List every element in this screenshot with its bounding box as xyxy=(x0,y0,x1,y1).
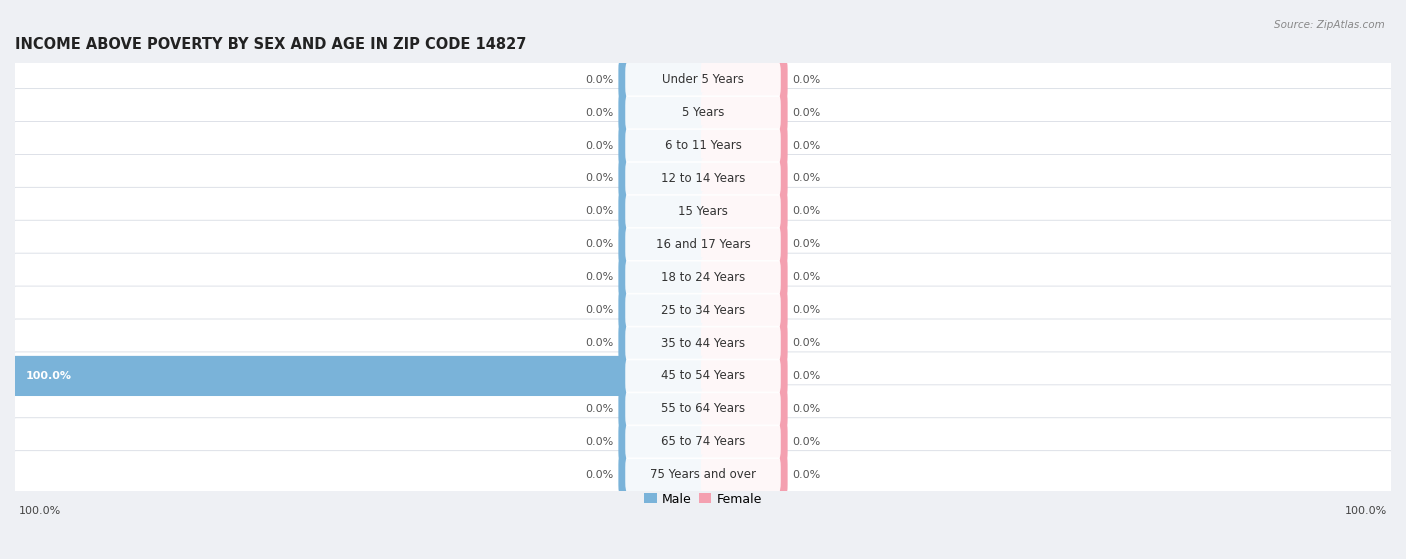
Text: 0.0%: 0.0% xyxy=(585,338,613,348)
FancyBboxPatch shape xyxy=(14,286,1392,334)
FancyBboxPatch shape xyxy=(14,56,1392,104)
Text: 65 to 74 Years: 65 to 74 Years xyxy=(661,435,745,448)
FancyBboxPatch shape xyxy=(702,290,787,330)
FancyBboxPatch shape xyxy=(626,424,780,459)
Text: 0.0%: 0.0% xyxy=(793,140,821,150)
Text: 100.0%: 100.0% xyxy=(1346,506,1388,516)
Text: 0.0%: 0.0% xyxy=(585,140,613,150)
FancyBboxPatch shape xyxy=(702,323,787,363)
Text: 0.0%: 0.0% xyxy=(793,239,821,249)
Text: INCOME ABOVE POVERTY BY SEX AND AGE IN ZIP CODE 14827: INCOME ABOVE POVERTY BY SEX AND AGE IN Z… xyxy=(15,37,526,53)
Text: 15 Years: 15 Years xyxy=(678,205,728,218)
FancyBboxPatch shape xyxy=(14,220,1392,268)
Text: 18 to 24 Years: 18 to 24 Years xyxy=(661,271,745,284)
FancyBboxPatch shape xyxy=(619,389,704,429)
FancyBboxPatch shape xyxy=(626,128,780,163)
Text: 0.0%: 0.0% xyxy=(585,173,613,183)
FancyBboxPatch shape xyxy=(702,421,787,462)
Text: 5 Years: 5 Years xyxy=(682,106,724,119)
FancyBboxPatch shape xyxy=(626,326,780,361)
FancyBboxPatch shape xyxy=(702,60,787,100)
Text: 6 to 11 Years: 6 to 11 Years xyxy=(665,139,741,152)
FancyBboxPatch shape xyxy=(619,60,704,100)
Text: 0.0%: 0.0% xyxy=(793,108,821,117)
FancyBboxPatch shape xyxy=(14,418,1392,466)
Text: 25 to 34 Years: 25 to 34 Years xyxy=(661,304,745,316)
Text: 35 to 44 Years: 35 to 44 Years xyxy=(661,337,745,349)
FancyBboxPatch shape xyxy=(626,457,780,492)
Text: 0.0%: 0.0% xyxy=(585,437,613,447)
Text: 0.0%: 0.0% xyxy=(793,404,821,414)
FancyBboxPatch shape xyxy=(702,125,787,165)
Text: 0.0%: 0.0% xyxy=(585,272,613,282)
Text: 0.0%: 0.0% xyxy=(793,305,821,315)
FancyBboxPatch shape xyxy=(14,319,1392,367)
Text: 0.0%: 0.0% xyxy=(585,108,613,117)
FancyBboxPatch shape xyxy=(702,454,787,495)
Text: 45 to 54 Years: 45 to 54 Years xyxy=(661,369,745,382)
Text: 12 to 14 Years: 12 to 14 Years xyxy=(661,172,745,185)
FancyBboxPatch shape xyxy=(14,88,1392,136)
Text: 0.0%: 0.0% xyxy=(585,75,613,85)
Text: 0.0%: 0.0% xyxy=(793,75,821,85)
FancyBboxPatch shape xyxy=(626,359,780,393)
FancyBboxPatch shape xyxy=(702,191,787,231)
FancyBboxPatch shape xyxy=(14,385,1392,433)
FancyBboxPatch shape xyxy=(13,356,704,396)
FancyBboxPatch shape xyxy=(626,227,780,262)
Text: 0.0%: 0.0% xyxy=(793,470,821,480)
FancyBboxPatch shape xyxy=(702,257,787,297)
FancyBboxPatch shape xyxy=(626,63,780,97)
FancyBboxPatch shape xyxy=(14,253,1392,301)
Text: 0.0%: 0.0% xyxy=(585,470,613,480)
Text: 0.0%: 0.0% xyxy=(793,338,821,348)
FancyBboxPatch shape xyxy=(14,187,1392,235)
Text: 55 to 64 Years: 55 to 64 Years xyxy=(661,402,745,415)
Text: Under 5 Years: Under 5 Years xyxy=(662,73,744,86)
Text: 0.0%: 0.0% xyxy=(585,404,613,414)
FancyBboxPatch shape xyxy=(702,93,787,132)
FancyBboxPatch shape xyxy=(619,191,704,231)
FancyBboxPatch shape xyxy=(14,451,1392,499)
FancyBboxPatch shape xyxy=(626,194,780,229)
Text: 0.0%: 0.0% xyxy=(585,305,613,315)
FancyBboxPatch shape xyxy=(619,257,704,297)
FancyBboxPatch shape xyxy=(626,392,780,426)
Text: 0.0%: 0.0% xyxy=(793,272,821,282)
FancyBboxPatch shape xyxy=(702,356,787,396)
FancyBboxPatch shape xyxy=(619,93,704,132)
FancyBboxPatch shape xyxy=(626,293,780,328)
FancyBboxPatch shape xyxy=(702,224,787,264)
Text: 0.0%: 0.0% xyxy=(793,173,821,183)
Text: 100.0%: 100.0% xyxy=(18,506,60,516)
FancyBboxPatch shape xyxy=(619,158,704,198)
Text: Source: ZipAtlas.com: Source: ZipAtlas.com xyxy=(1274,20,1385,30)
Text: 0.0%: 0.0% xyxy=(585,239,613,249)
Text: 0.0%: 0.0% xyxy=(793,371,821,381)
FancyBboxPatch shape xyxy=(619,224,704,264)
FancyBboxPatch shape xyxy=(626,96,780,130)
Legend: Male, Female: Male, Female xyxy=(640,487,766,510)
FancyBboxPatch shape xyxy=(702,389,787,429)
Text: 75 Years and over: 75 Years and over xyxy=(650,468,756,481)
Text: 0.0%: 0.0% xyxy=(585,206,613,216)
Text: 100.0%: 100.0% xyxy=(25,371,72,381)
Text: 16 and 17 Years: 16 and 17 Years xyxy=(655,238,751,251)
FancyBboxPatch shape xyxy=(619,125,704,165)
FancyBboxPatch shape xyxy=(702,158,787,198)
FancyBboxPatch shape xyxy=(619,421,704,462)
Text: 0.0%: 0.0% xyxy=(793,437,821,447)
FancyBboxPatch shape xyxy=(626,260,780,295)
Text: 0.0%: 0.0% xyxy=(793,206,821,216)
FancyBboxPatch shape xyxy=(626,161,780,196)
FancyBboxPatch shape xyxy=(14,352,1392,400)
FancyBboxPatch shape xyxy=(14,121,1392,169)
FancyBboxPatch shape xyxy=(14,154,1392,202)
FancyBboxPatch shape xyxy=(619,290,704,330)
FancyBboxPatch shape xyxy=(619,454,704,495)
FancyBboxPatch shape xyxy=(619,323,704,363)
